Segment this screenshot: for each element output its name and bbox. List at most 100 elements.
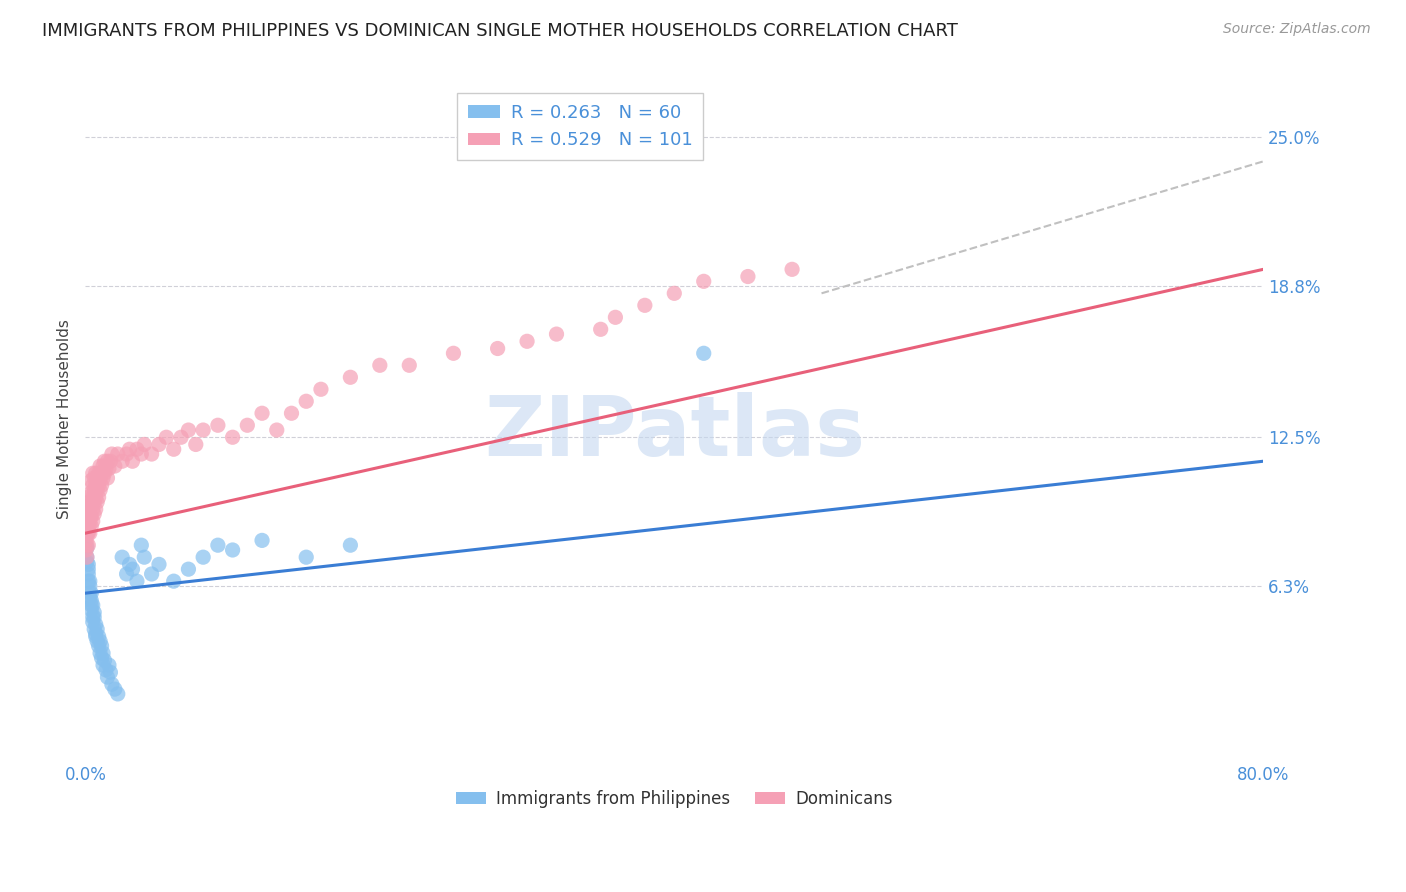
Point [101, 677, 124, 691]
Point [83, 483, 105, 497]
Point [86, 634, 108, 648]
Point [86, 495, 108, 509]
Point [83, 622, 105, 636]
Point [82, 610, 104, 624]
Point [79, 509, 101, 524]
Point [111, 550, 134, 565]
Point [79, 495, 101, 509]
Point [76, 502, 98, 516]
Point [141, 566, 163, 581]
Point [177, 562, 200, 576]
Point [80, 586, 103, 600]
Text: ZIPatlas: ZIPatlas [484, 392, 865, 474]
Point [89, 471, 111, 485]
Point [89, 646, 111, 660]
Point [86, 471, 108, 485]
Point [80, 497, 103, 511]
Point [107, 687, 129, 701]
Point [443, 346, 465, 360]
Point [634, 298, 657, 312]
Point [80, 519, 103, 533]
Point [77, 566, 100, 581]
Point [170, 430, 193, 444]
Point [780, 262, 803, 277]
Point [84, 490, 107, 504]
Point [97, 658, 120, 673]
Point [693, 346, 716, 360]
Point [84, 467, 107, 481]
Point [118, 558, 141, 572]
Point [79, 586, 101, 600]
Point [79, 502, 101, 516]
Point [77, 538, 100, 552]
Point [80, 474, 103, 488]
Point [79, 497, 101, 511]
Point [93, 467, 115, 481]
Point [82, 490, 104, 504]
Point [236, 418, 259, 433]
Point [134, 550, 156, 565]
Point [141, 447, 163, 461]
Point [77, 509, 100, 524]
Point [148, 558, 170, 572]
Point [191, 550, 214, 565]
Point [76, 526, 98, 541]
Point [111, 454, 134, 468]
Point [80, 598, 103, 612]
Point [207, 418, 229, 433]
Point [104, 682, 127, 697]
Point [104, 458, 127, 473]
Point [83, 471, 105, 485]
Text: IMMIGRANTS FROM PHILIPPINES VS DOMINICAN SINGLE MOTHER HOUSEHOLDS CORRELATION CH: IMMIGRANTS FROM PHILIPPINES VS DOMINICAN… [42, 22, 957, 40]
Point [87, 467, 110, 481]
Point [97, 461, 120, 475]
Point [76, 550, 98, 565]
Point [115, 566, 138, 581]
Point [295, 394, 318, 409]
Point [96, 454, 118, 468]
Point [76, 514, 98, 528]
Point [125, 574, 148, 589]
Point [90, 467, 112, 481]
Point [86, 622, 108, 636]
Point [84, 478, 107, 492]
Point [90, 651, 112, 665]
Point [546, 327, 568, 342]
Point [80, 509, 103, 524]
Point [84, 617, 107, 632]
Point [90, 478, 112, 492]
Point [91, 458, 114, 473]
Point [250, 406, 273, 420]
Point [77, 514, 100, 528]
Point [250, 533, 273, 548]
Point [134, 437, 156, 451]
Point [82, 598, 104, 612]
Point [91, 658, 114, 673]
Point [82, 615, 104, 629]
Point [693, 274, 716, 288]
Point [131, 447, 153, 461]
Point [96, 471, 118, 485]
Point [76, 526, 98, 541]
Point [87, 629, 110, 643]
Point [87, 478, 110, 492]
Point [93, 653, 115, 667]
Point [148, 437, 170, 451]
Point [96, 670, 118, 684]
Point [191, 423, 214, 437]
Point [121, 562, 143, 576]
Point [82, 478, 104, 492]
Point [100, 665, 122, 680]
Point [737, 269, 759, 284]
Point [77, 526, 100, 541]
Point [486, 342, 509, 356]
Point [82, 514, 104, 528]
Point [177, 423, 200, 437]
Point [79, 579, 101, 593]
Point [118, 442, 141, 457]
Text: Source: ZipAtlas.com: Source: ZipAtlas.com [1223, 22, 1371, 37]
Point [125, 442, 148, 457]
Point [115, 447, 138, 461]
Point [121, 454, 143, 468]
Point [91, 471, 114, 485]
